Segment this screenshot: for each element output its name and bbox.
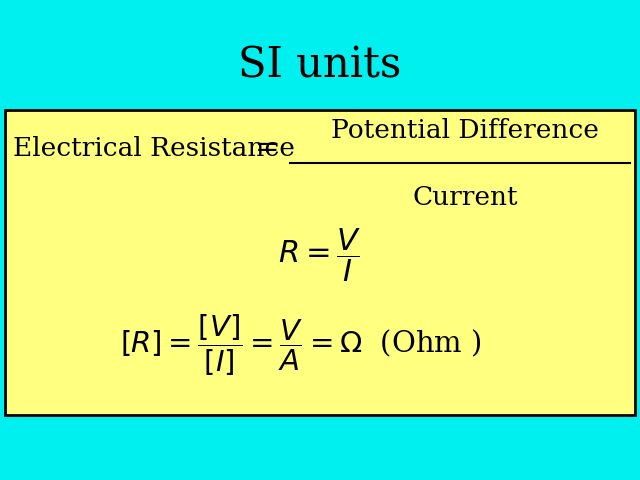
Bar — [5, 110, 635, 415]
Text: Current: Current — [412, 185, 518, 210]
Text: SI units: SI units — [238, 44, 402, 86]
Text: $[R] = \dfrac{[V]}{[I]} = \dfrac{V}{A} = \Omega$  (Ohm ): $[R] = \dfrac{[V]}{[I]} = \dfrac{V}{A} =… — [120, 312, 482, 378]
Text: Electrical Resistance: Electrical Resistance — [13, 135, 295, 160]
Text: Potential Difference: Potential Difference — [331, 118, 599, 143]
Text: $R = \dfrac{V}{I}$: $R = \dfrac{V}{I}$ — [278, 226, 362, 284]
Text: =: = — [255, 134, 279, 162]
